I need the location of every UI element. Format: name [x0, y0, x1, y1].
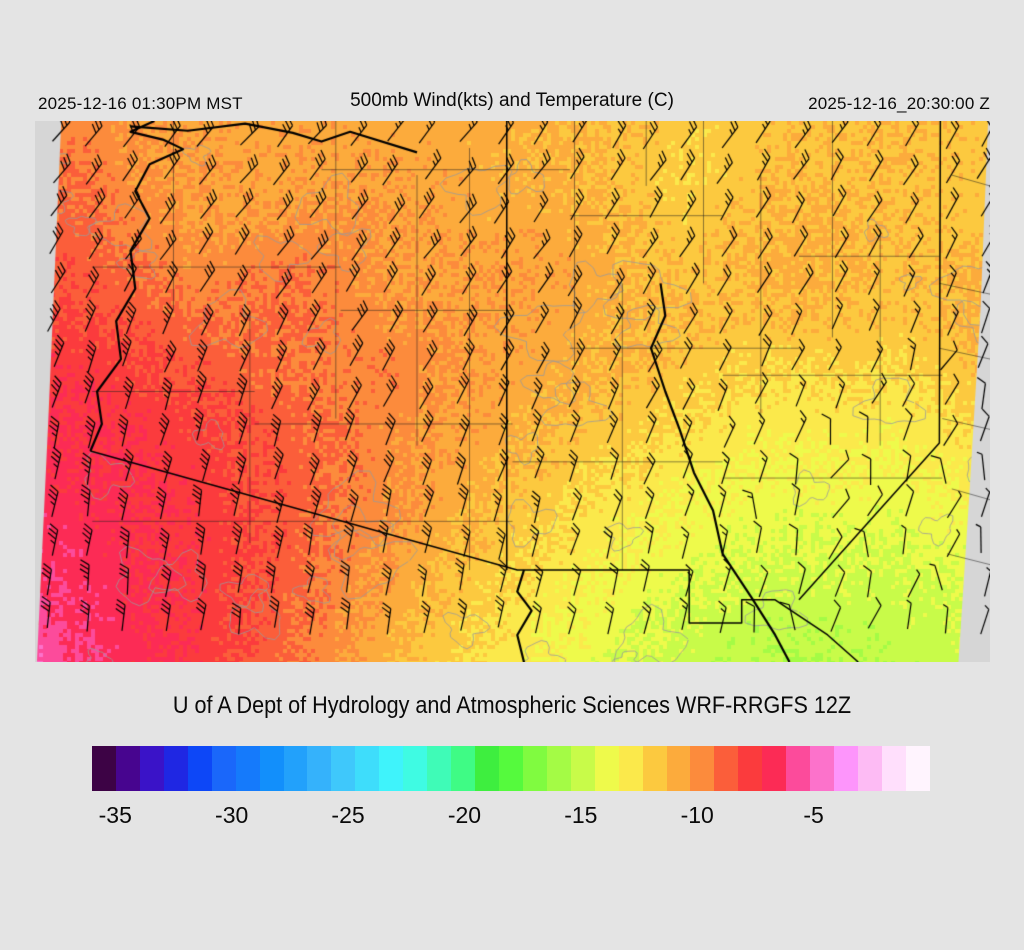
colorbar-segment [379, 746, 404, 791]
colorbar-segment [546, 746, 571, 791]
colorbar-segment [498, 746, 523, 791]
colorbar-segment [283, 746, 308, 791]
weather-map [35, 121, 990, 662]
colorbar-segment [259, 746, 284, 791]
colorbar-segment [762, 746, 787, 791]
colorbar-segment [427, 746, 452, 791]
colorbar-tick: -10 [680, 802, 714, 828]
colorbar-segment [115, 746, 140, 791]
colorbar-tick: -20 [447, 802, 482, 828]
colorbar-tick: -5 [803, 802, 824, 828]
valid-time-utc: 2025-12-16_20:30:00 Z [808, 94, 990, 113]
colorbar-segment [810, 746, 835, 791]
colorbar-segment [403, 746, 428, 791]
colorbar-segment [881, 746, 906, 791]
colorbar-tick-labels: -35 -30 -25 -20 -15 -10 -5 [92, 802, 930, 836]
colorbar-segment [163, 746, 188, 791]
colorbar-segment [690, 746, 715, 791]
valid-time-local: 2025-12-16 01:30PM MST [38, 94, 243, 113]
colorbar-tick: -30 [215, 802, 249, 828]
colorbar-tick: -25 [331, 802, 365, 828]
colorbar-segment [92, 746, 116, 791]
colorbar-segment [355, 746, 380, 791]
colorbar-segment [331, 746, 356, 791]
credit-line: U of A Dept of Hydrology and Atmospheric… [172, 692, 852, 719]
colorbar-segment [307, 746, 332, 791]
colorbar-segment [451, 746, 475, 791]
weather-map-canvas [35, 121, 990, 662]
colorbar-segment [738, 746, 763, 791]
colorbar-tick: -35 [98, 802, 132, 828]
colorbar-segment [594, 746, 619, 791]
colorbar-segment [858, 746, 882, 791]
colorbar-segment [666, 746, 691, 791]
colorbar-segment [618, 746, 643, 791]
colorbar-segment [522, 746, 547, 791]
colorbar-segment [786, 746, 811, 791]
colorbar-segment [642, 746, 667, 791]
colorbar-segment [235, 746, 260, 791]
colorbar-segment [570, 746, 595, 791]
colorbar-segment [139, 746, 164, 791]
colorbar-segment [905, 746, 930, 791]
colorbar-segment [211, 746, 236, 791]
colorbar-tick: -15 [564, 802, 598, 828]
colorbar-segment [187, 746, 212, 791]
colorbar-segment [714, 746, 739, 791]
map-title: 500mb Wind(kts) and Temperature (C) [350, 90, 674, 111]
colorbar-segment [834, 746, 858, 791]
colorbar-segment [475, 746, 499, 791]
temperature-colorbar [92, 746, 930, 791]
